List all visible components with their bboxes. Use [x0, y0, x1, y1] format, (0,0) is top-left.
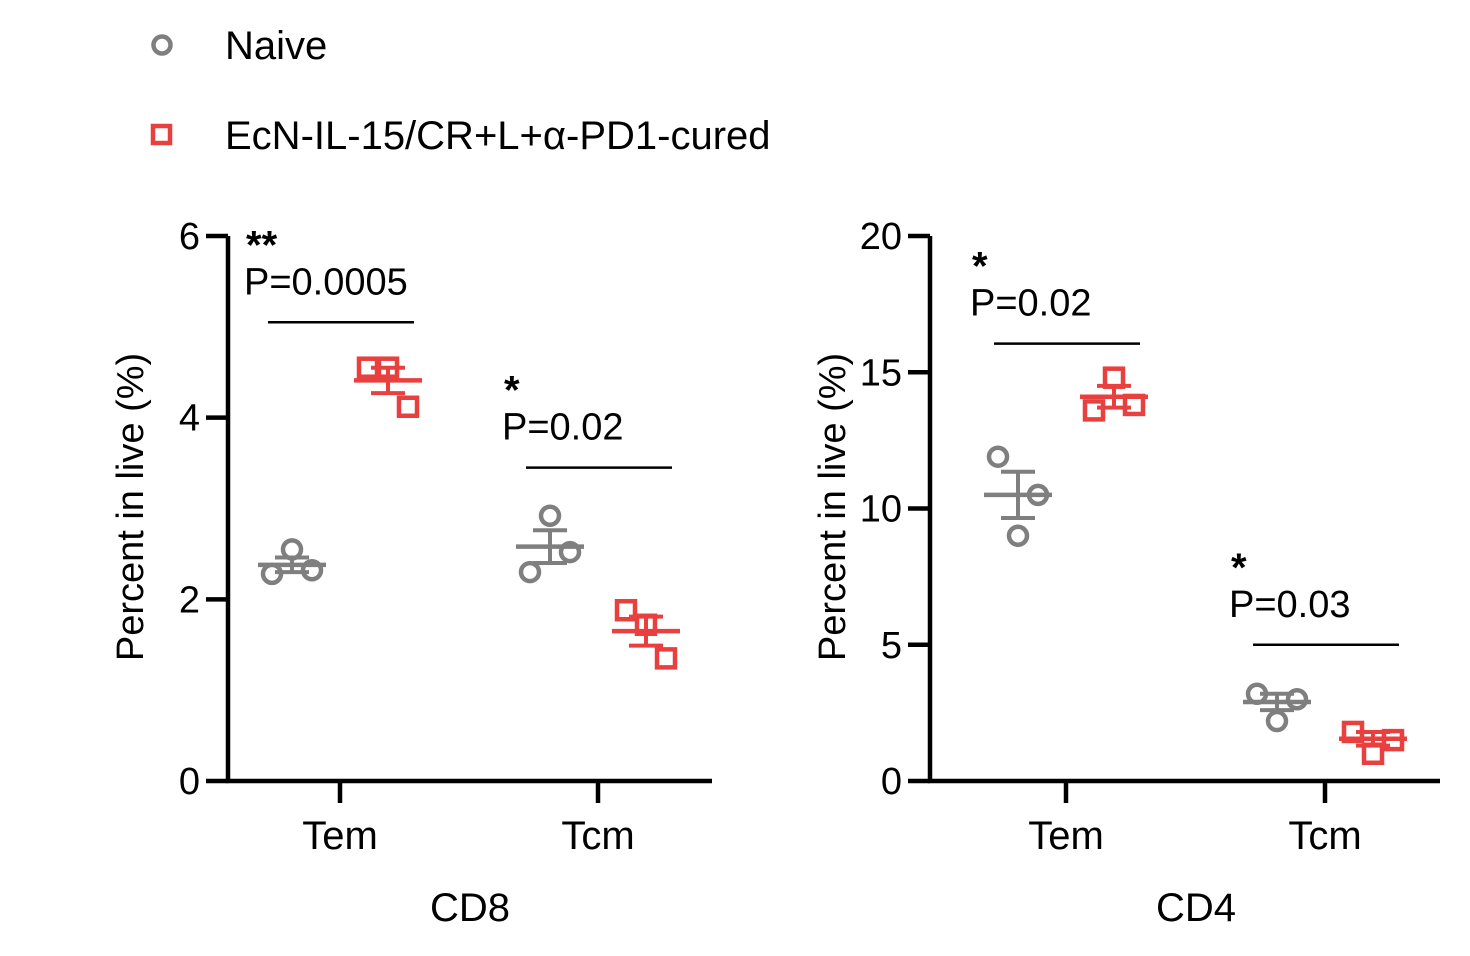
legend-marker-circle: [151, 34, 173, 56]
data-point: [538, 504, 562, 528]
significance-stars: *: [972, 245, 988, 289]
y-tick-label: 5: [881, 625, 902, 667]
x-tick-label: Tcm: [561, 814, 634, 858]
y-tick-label: 10: [860, 489, 902, 531]
data-point: [396, 395, 420, 419]
p-value-label: P=0.0005: [244, 261, 408, 303]
panel-cd8: Percent in live (%) CD8 0 2 4 6 Tem Tcm P=0.00…: [110, 216, 712, 930]
data-point: [558, 540, 582, 564]
data-point: [986, 445, 1010, 468]
y-axis-title: Percent in live (%): [812, 353, 854, 661]
data-point: [518, 560, 542, 584]
legend-item-naive: Naive: [151, 24, 327, 68]
y-tick-label: 2: [179, 579, 200, 621]
panel-cd4: Percent in live (%) CD4 0 5 10 15 20 Tem Tcm P=…: [812, 216, 1440, 930]
significance-stars: **: [246, 223, 278, 267]
data-point: [1082, 399, 1106, 422]
y-axis-title: Percent in live (%): [110, 353, 152, 661]
data-point: [1006, 524, 1030, 547]
significance-stars: *: [1231, 546, 1247, 590]
x-tick-label: Tcm: [1288, 814, 1361, 858]
y-tick-label: 4: [179, 398, 200, 440]
group-label: CD8: [430, 886, 510, 930]
legend-label-naive: Naive: [225, 24, 327, 68]
legend-item-cured: EcN-IL-15/CR+L+α-PD1-cured: [150, 114, 771, 158]
x-tick-label: Tem: [1028, 814, 1104, 858]
x-tick-label: Tem: [302, 814, 378, 858]
group-label: CD4: [1156, 886, 1236, 930]
data-point: [614, 598, 638, 622]
p-value-label: P=0.03: [1229, 584, 1351, 626]
y-tick-label: 6: [179, 216, 200, 258]
data-point: [1285, 688, 1309, 711]
y-tick-label: 20: [860, 216, 902, 258]
significance-stars: *: [504, 369, 520, 413]
p-value-label: P=0.02: [502, 407, 624, 449]
p-value-label: P=0.02: [970, 283, 1092, 325]
y-tick-label: 0: [881, 761, 902, 803]
legend-label-cured: EcN-IL-15/CR+L+α-PD1-cured: [225, 114, 771, 158]
legend: Naive EcN-IL-15/CR+L+α-PD1-cured: [150, 24, 771, 158]
y-tick-label: 15: [860, 352, 902, 394]
data-point: [1265, 709, 1289, 733]
legend-marker-square: [150, 123, 173, 146]
data-point: [654, 647, 678, 670]
y-tick-label: 0: [179, 761, 200, 803]
